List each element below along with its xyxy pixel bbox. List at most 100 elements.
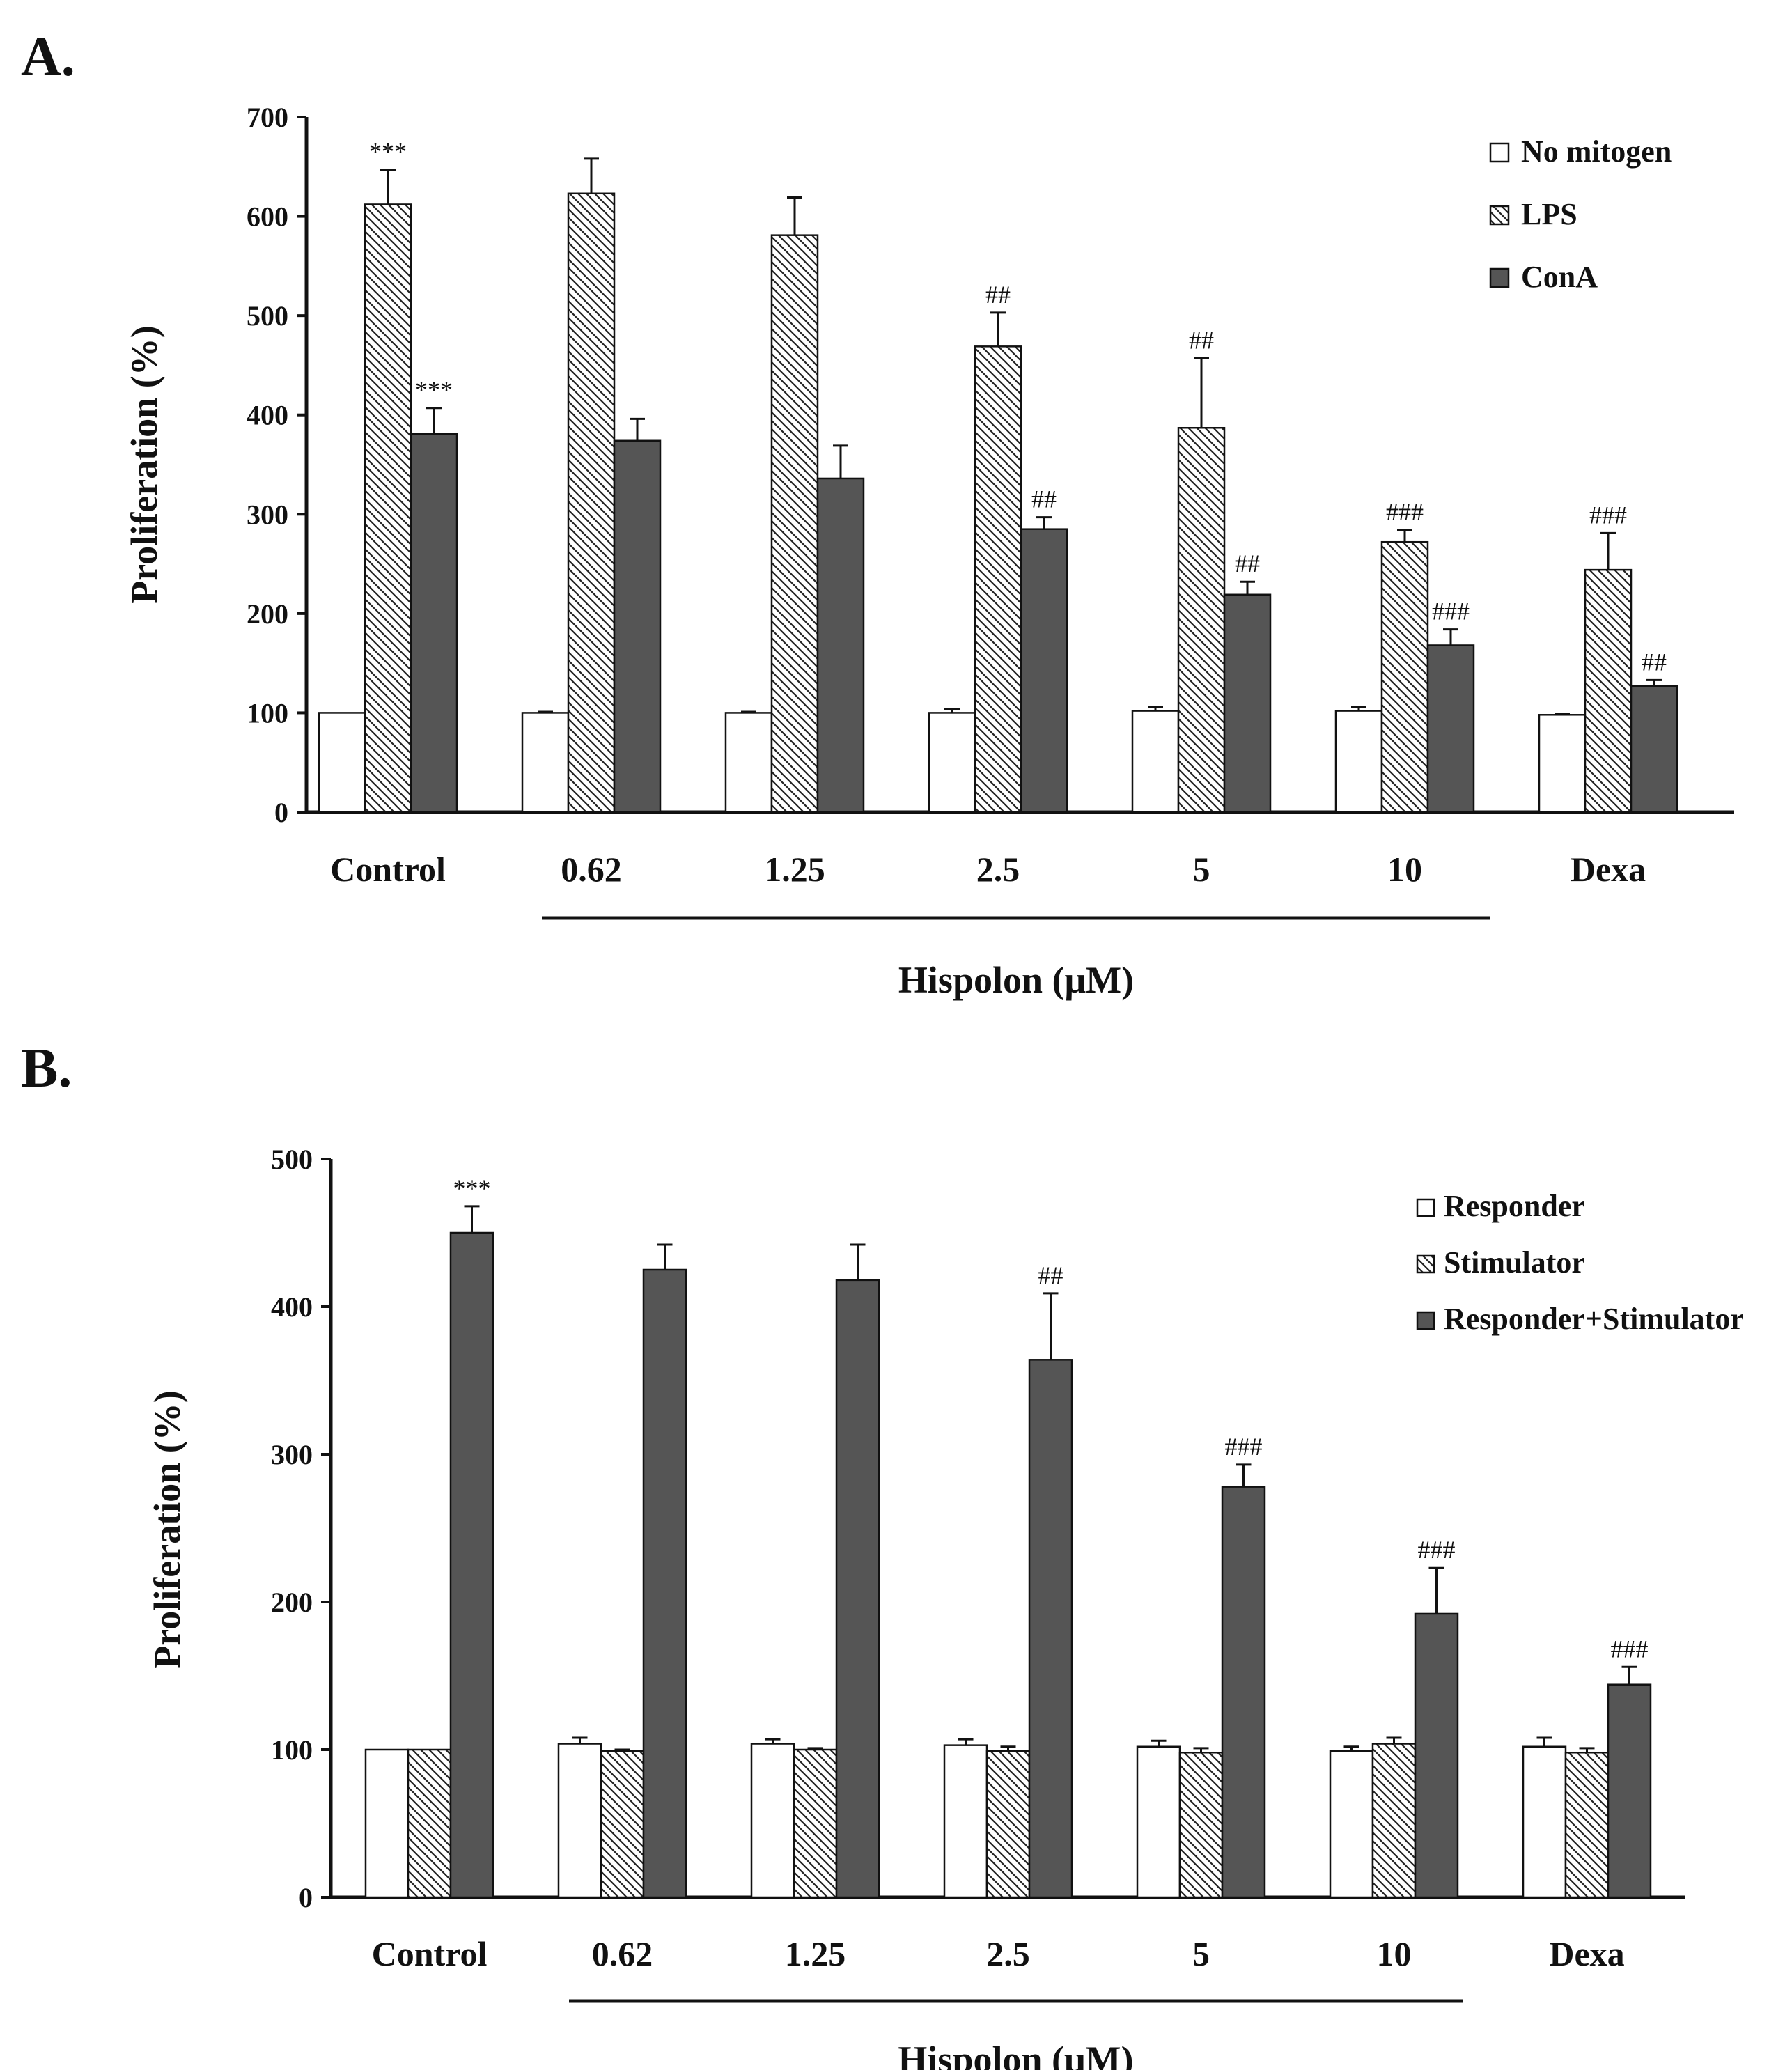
panel-a-category-label: 2.5 — [976, 850, 1020, 889]
panel-b-bar — [1371, 1743, 1417, 1899]
panel-a-bar — [1177, 426, 1226, 814]
panel-a-bar — [1426, 644, 1475, 814]
panel-a-significance-label: ## — [1235, 550, 1260, 577]
panel-b-y-tick-label: 300 — [271, 1439, 313, 1470]
panel-b-bar — [1607, 1683, 1652, 1899]
panel-a-bar — [770, 234, 819, 814]
panel-b-bar — [793, 1748, 838, 1899]
panel-a-bar — [567, 192, 616, 814]
panel-a-bar — [724, 712, 773, 814]
panel-b-category-label: 5 — [1192, 1934, 1210, 1973]
panel-b-legend-label: Responder — [1444, 1189, 1585, 1223]
panel-a-bar — [928, 712, 976, 814]
panel-b-y-tick-label: 400 — [271, 1291, 313, 1323]
panel-b-significance-label: ### — [1418, 1536, 1456, 1564]
panel-a-bar — [613, 439, 662, 814]
panel-a-y-tick-label: 400 — [247, 400, 288, 431]
panel-b-bar — [1414, 1612, 1459, 1899]
panel-a-significance-label: ## — [1031, 485, 1057, 513]
panel-a-significance-label: *** — [369, 138, 407, 166]
panel-b-bar — [1522, 1745, 1567, 1899]
panel-a-legend-swatch — [1489, 267, 1510, 288]
panel-a-legend-label: No mitogen — [1521, 134, 1672, 169]
panel-a-legend-label: ConA — [1521, 260, 1598, 294]
panel-a-category-label: Control — [330, 850, 446, 889]
panel-b-bar — [835, 1279, 880, 1899]
panel-a-category-label: Dexa — [1571, 850, 1646, 889]
panel-b-category-label: Dexa — [1549, 1934, 1624, 1973]
panel-a-bar — [1584, 568, 1633, 814]
panel-a-y-axis-title: Proliferation (%) — [123, 325, 165, 603]
panel-a-bar — [364, 203, 412, 814]
panel-b-category-label: Control — [372, 1934, 488, 1973]
panel-b-legend-swatch — [1416, 1198, 1435, 1217]
panel-b-y-tick-label: 200 — [271, 1587, 313, 1618]
panel-b-legend-label: Responder+Stimulator — [1444, 1302, 1744, 1336]
panel-b-bar — [642, 1268, 687, 1899]
panel-a-legend-swatch — [1489, 205, 1510, 226]
panel-a-significance-label: ## — [1189, 326, 1214, 354]
panel-b-legend-swatch — [1416, 1311, 1435, 1330]
panel-b-significance-label: ### — [1225, 1433, 1263, 1461]
panel-a-bar — [1630, 685, 1678, 814]
panel-b-significance-label: *** — [453, 1174, 491, 1202]
panel-a-y-tick-label: 500 — [247, 300, 288, 332]
panel-b-legend-swatch — [1416, 1254, 1435, 1274]
panel-a-bar — [816, 477, 865, 814]
panel-b-y-tick-label: 500 — [271, 1144, 313, 1175]
panel-a-y-tick-label: 700 — [247, 102, 288, 133]
panel-a-category-label: 5 — [1193, 850, 1210, 889]
panel-b-y-axis-title: Proliferation (%) — [146, 1390, 188, 1668]
panel-b-x-group-title: Hispolon (μM) — [898, 2039, 1133, 2070]
panel-b-category-label: 1.25 — [785, 1934, 846, 1973]
panel-a-significance-label: ## — [1642, 648, 1667, 676]
panel-a-legend-label: LPS — [1521, 197, 1577, 231]
panel-a-chart: A. 0 100 200 300 400 500 600 700 Proliferation (%… — [21, 26, 1734, 1001]
panel-a-significance-label: *** — [415, 376, 453, 404]
panel-b-category-label: 0.62 — [592, 1934, 653, 1973]
panel-a-bar — [974, 345, 1022, 814]
panel-a-bar — [410, 433, 458, 814]
panel-a-bar — [1538, 714, 1587, 814]
panel-b-bar — [1329, 1750, 1374, 1899]
panel-a-legend-swatch — [1489, 142, 1510, 163]
panel-b-label: B. — [21, 1038, 72, 1099]
panel-b-category-label: 2.5 — [986, 1934, 1030, 1973]
panel-b-bar — [985, 1750, 1031, 1899]
panel-b-significance-label: ## — [1038, 1261, 1063, 1289]
panel-a-y-tick-label: 600 — [247, 201, 288, 233]
panel-a-bar — [318, 712, 366, 814]
panel-a-bar — [1223, 593, 1272, 814]
panel-b-category-label: 10 — [1377, 1934, 1412, 1973]
panel-b-bar — [1178, 1751, 1224, 1899]
panel-b-bar — [407, 1748, 452, 1899]
panel-a-y-tick-label: 300 — [247, 499, 288, 530]
panel-b-significance-label: ### — [1611, 1635, 1649, 1663]
panel-a-y-tick-label: 100 — [247, 697, 288, 729]
panel-b-bar — [1136, 1745, 1181, 1899]
panel-b-bar — [364, 1748, 410, 1899]
panel-a-y-tick-label: 0 — [274, 797, 288, 828]
panel-a-category-label: 0.62 — [561, 850, 622, 889]
panel-a-bar — [1131, 710, 1180, 814]
panel-a-bar — [1380, 540, 1429, 814]
panel-a-significance-label: ### — [1386, 498, 1424, 526]
panel-b-bar — [943, 1744, 988, 1899]
panel-a-label: A. — [21, 26, 75, 88]
panel-b-legend-label: Stimulator — [1444, 1245, 1585, 1279]
panel-a-category-label: 1.25 — [764, 850, 825, 889]
panel-a-significance-label: ## — [985, 281, 1011, 309]
panel-a-bar — [1020, 528, 1068, 814]
panel-a-bar — [1334, 710, 1383, 814]
panel-a-category-label: 10 — [1387, 850, 1422, 889]
panel-b-bar — [449, 1231, 494, 1899]
panel-b-bar — [750, 1743, 795, 1899]
panel-b-chart: B. 0 100 200 300 400 500 Proliferation (%) *** Co… — [21, 1038, 1744, 2070]
panel-b-bar — [1221, 1486, 1266, 1899]
panel-a-y-tick-label: 200 — [247, 598, 288, 630]
panel-a-bar — [521, 712, 570, 814]
panel-a-significance-label: ### — [1589, 501, 1627, 529]
panel-b-y-tick-label: 0 — [299, 1882, 313, 1913]
panel-a-significance-label: ### — [1432, 598, 1470, 625]
